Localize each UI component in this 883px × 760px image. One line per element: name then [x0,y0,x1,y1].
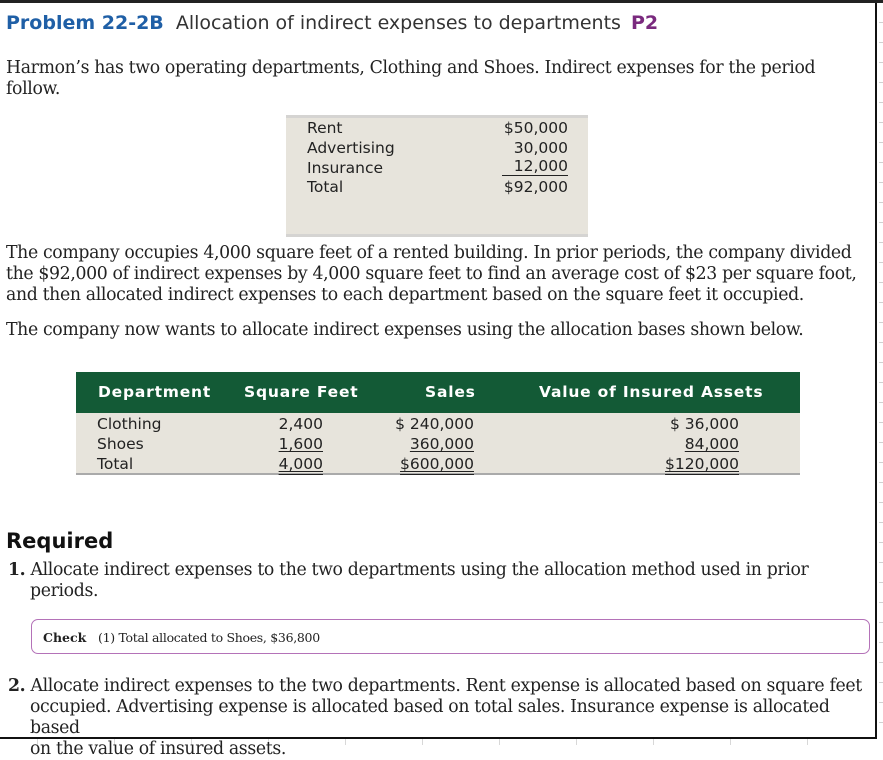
spreadsheet-top-border [0,0,883,3]
problem-title: Problem 22-2B Allocation of indirect exp… [6,12,658,34]
context-line-3: and then allocated indirect expenses to … [6,285,804,305]
requirement-1: 1. Allocate indirect expenses to the two… [8,560,868,602]
indirect-expenses-table: Rent $50,000 Advertising 30,000 Insuranc… [286,115,588,237]
cell-square-feet: 4,000 [278,455,323,473]
requirement-number: 2. [8,676,26,696]
check-figure-box: Check (1) Total allocated to Shoes, $36,… [31,619,870,654]
requirement-2: 2. Allocate indirect expenses to the two… [8,676,868,760]
allocation-intro: The company now wants to allocate indire… [6,320,866,341]
expense-value: $50,000 [503,119,568,137]
problem-number: Problem 22-2B [6,12,164,34]
cell-insured-assets: 84,000 [684,435,739,453]
expense-row-total: Total $92,000 [286,177,588,197]
requirement-line-2: periods. [30,581,99,601]
expense-label: Total [307,178,344,196]
intro-line-2: follow. [6,79,61,99]
header-department: Department [98,383,212,401]
expense-label: Insurance [307,159,384,177]
expense-value: 30,000 [513,139,568,157]
cell-insured-assets: $ 36,000 [669,415,739,433]
requirement-line-3: on the value of insured assets. [30,739,286,759]
context-line-2: the $92,000 of indirect expenses by 4,00… [6,264,857,284]
table-row-clothing: Clothing 2,400 $ 240,000 $ 36,000 [76,414,800,434]
cell-insured-assets: $120,000 [665,455,739,473]
cell-sales: 360,000 [409,435,474,453]
context-paragraph: The company occupies 4,000 square feet o… [6,243,866,306]
expense-row-advertising: Advertising 30,000 [286,138,588,158]
requirement-line-1: Allocate indirect expenses to the two de… [30,676,863,696]
expense-row-rent: Rent $50,000 [286,118,588,138]
expense-value: $92,000 [503,178,568,196]
spreadsheet-row-gridlines [879,3,883,739]
context-line-4: The company now wants to allocate indire… [6,320,804,340]
cell-square-feet: 1,600 [278,435,323,453]
requirement-line-1: Allocate indirect expenses to the two de… [30,560,809,580]
intro-line-1: Harmon’s has two operating departments, … [6,58,816,78]
intro-paragraph: Harmon’s has two operating departments, … [6,58,866,100]
problem-heading: Allocation of indirect expenses to depar… [175,12,621,34]
allocation-bases-table: Department Square Feet Sales Value of In… [76,372,800,475]
expense-row-insurance: Insurance 12,000 [286,158,588,178]
table-row-total: Total 4,000 $600,000 $120,000 [76,454,800,474]
cell-department: Clothing [97,415,162,433]
expense-label: Advertising [307,139,395,157]
table-row-shoes: Shoes 1,600 360,000 84,000 [76,434,800,454]
header-square-feet: Square Feet [244,383,359,401]
required-heading: Required [6,529,114,553]
cell-department: Shoes [97,435,144,453]
check-text: (1) Total allocated to Shoes, $36,800 [98,630,320,645]
table-header-row: Department Square Feet Sales Value of In… [76,372,800,413]
cell-sales: $600,000 [400,455,474,473]
header-sales: Sales [425,383,476,401]
table-body: Clothing 2,400 $ 240,000 $ 36,000 Shoes … [76,413,800,475]
check-label: Check [43,630,87,645]
expense-label: Rent [307,119,343,137]
expense-value: 12,000 [501,158,568,176]
header-insured-assets: Value of Insured Assets [539,383,764,401]
cell-square-feet: 2,400 [278,415,323,433]
cell-department: Total [97,455,134,473]
requirement-number: 1. [8,560,26,580]
context-line-1: The company occupies 4,000 square feet o… [6,243,852,263]
requirement-line-2: occupied. Advertising expense is allocat… [30,697,830,738]
problem-page: Problem 22-2B Allocation of indirect exp… [0,3,877,759]
spreadsheet-column-gridlines [0,739,883,745]
learning-objective-badge: P2 [630,12,659,34]
cell-sales: $ 240,000 [395,415,474,433]
